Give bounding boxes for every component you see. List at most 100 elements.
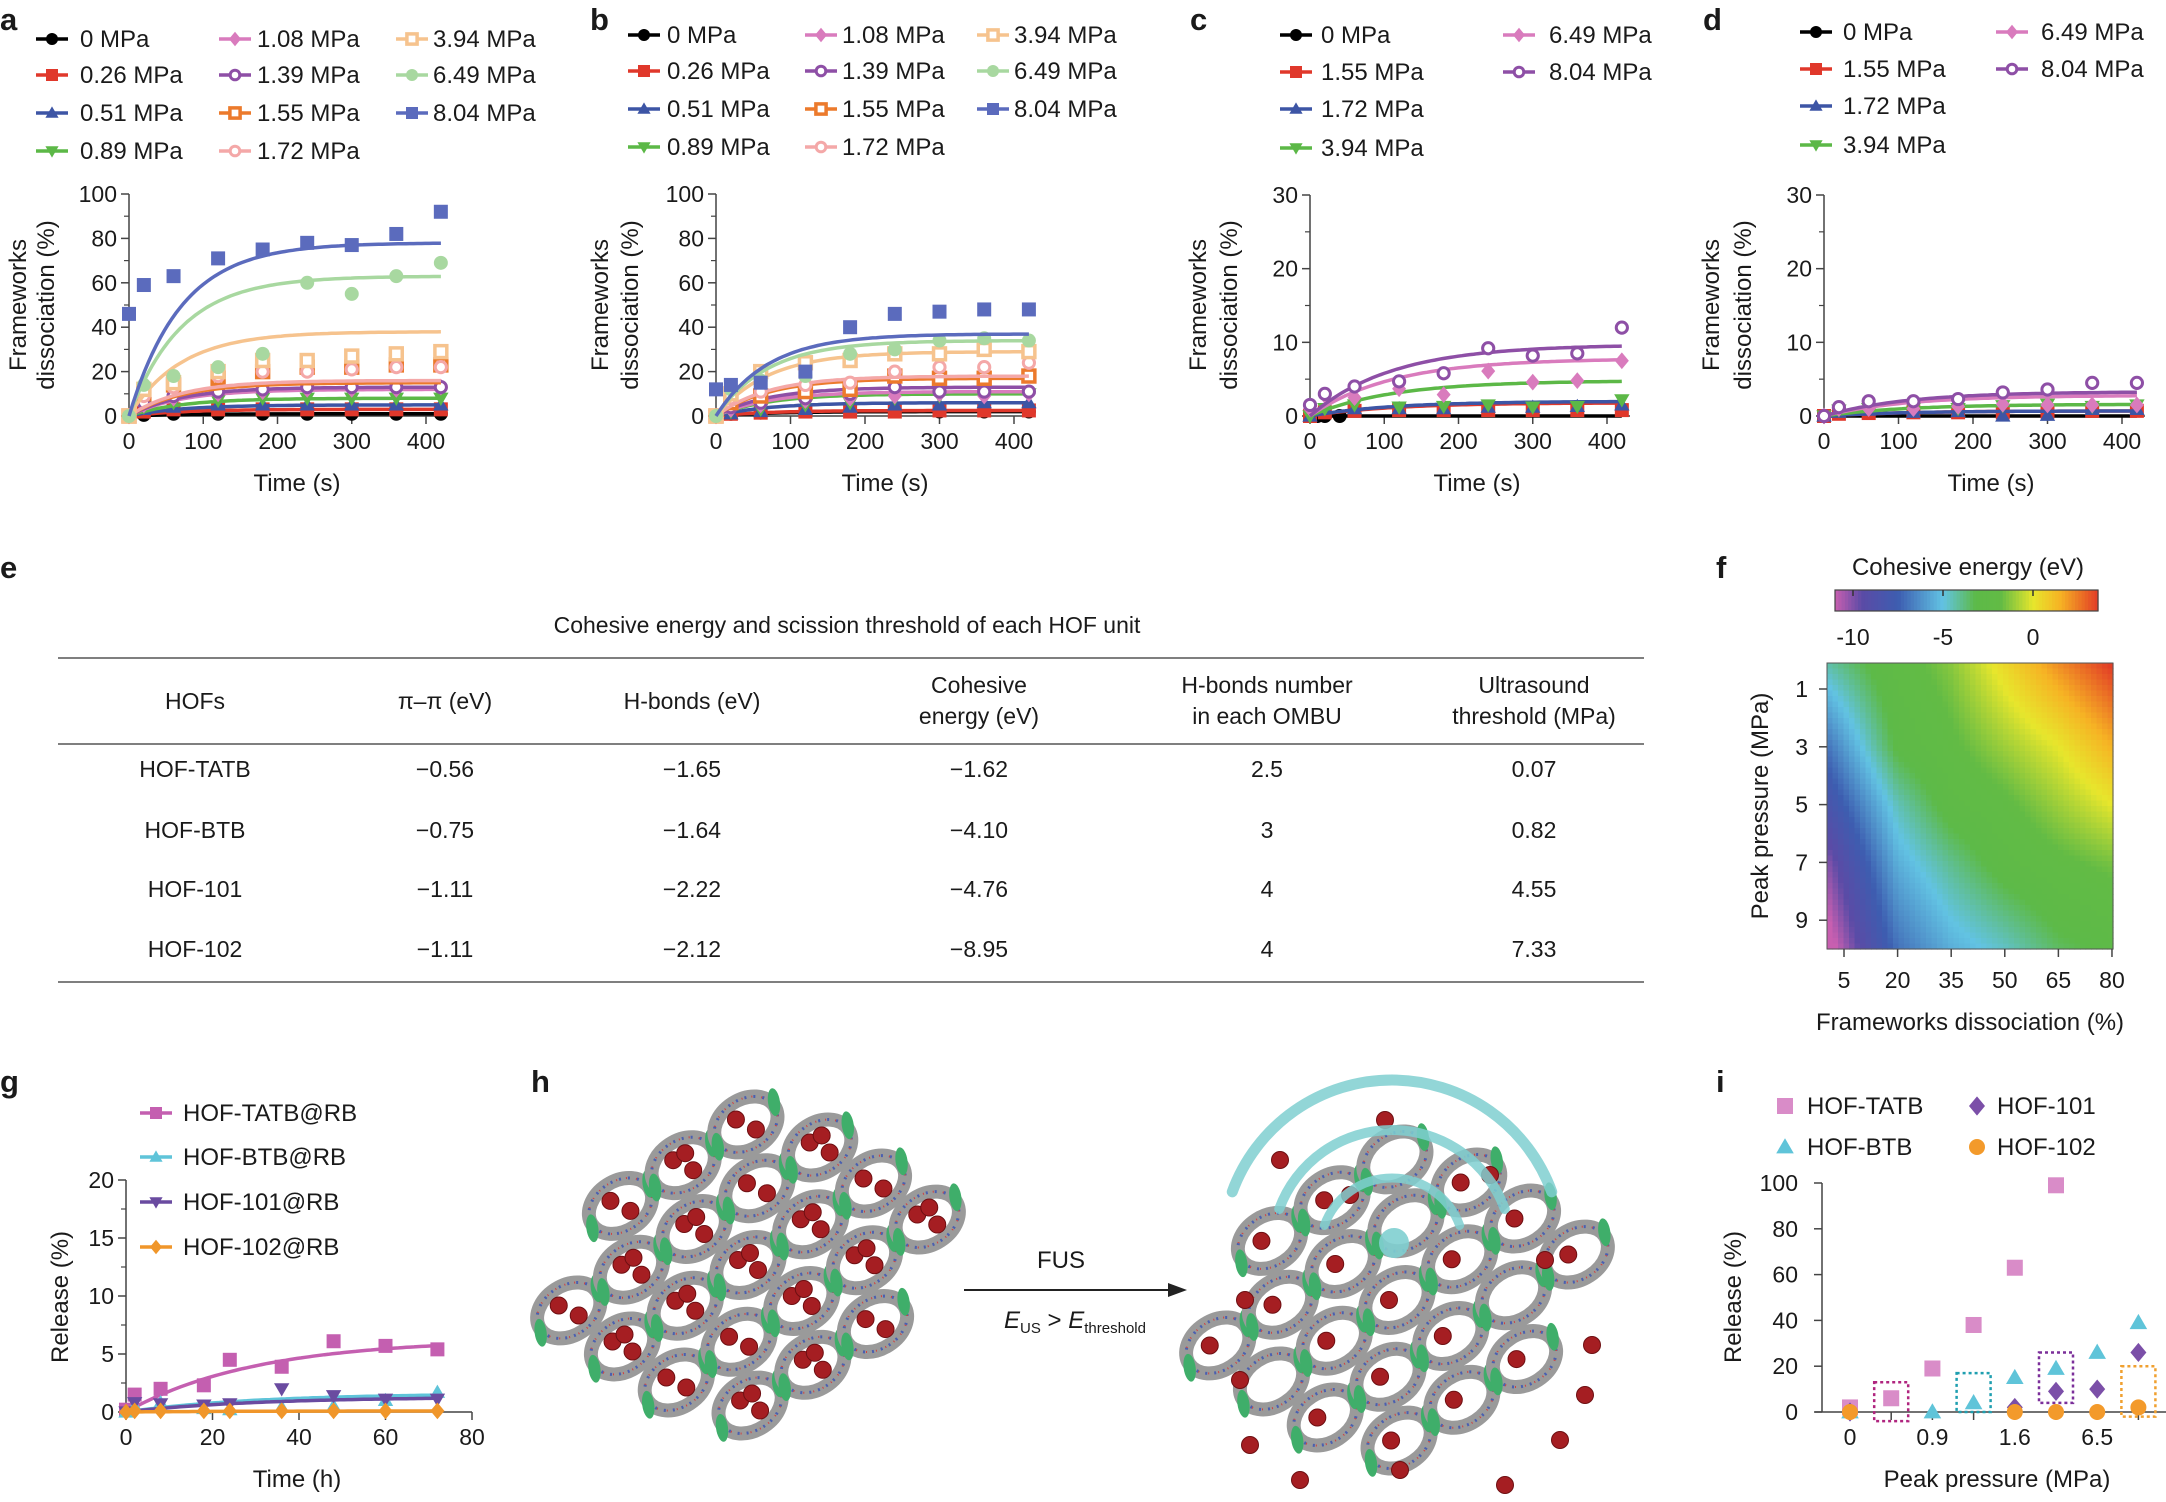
heatmap-cell [1997, 723, 2004, 730]
heatmap-cell [1942, 822, 1949, 829]
heatmap-cell [1849, 685, 1856, 692]
heatmap-cell [1843, 877, 1850, 884]
heatmap-cell [1827, 756, 1834, 763]
heatmap-cell [1931, 679, 1938, 686]
heatmap-cell [2052, 894, 2059, 901]
heatmap-cell [1843, 866, 1850, 873]
legend-marker [229, 31, 241, 47]
heatmap-cell [2096, 905, 2103, 912]
heatmap-cell [2014, 773, 2021, 780]
heatmap-cell [2107, 751, 2114, 758]
heatmap-cell [1882, 850, 1889, 857]
data-point [1831, 400, 1847, 415]
heatmap-cell [1953, 712, 1960, 719]
heatmap-cell [1953, 822, 1960, 829]
heatmap-cell [2069, 817, 2076, 824]
heatmap-cell [2052, 927, 2059, 934]
heatmap-cell [2107, 877, 2114, 884]
data-point [344, 238, 359, 253]
colorbar-swatch [1848, 590, 1853, 611]
heatmap-cell [2096, 778, 2103, 785]
heatmap-cell [2085, 734, 2092, 741]
y-axis-title: dissociation (%) [33, 220, 60, 389]
heatmap-cell [1838, 712, 1845, 719]
heatmap-cell [2058, 707, 2065, 714]
heatmap-cell [1997, 696, 2004, 703]
heatmap-cell [2080, 811, 2087, 818]
heatmap-cell [2096, 740, 2103, 747]
heatmap-cell [2014, 921, 2021, 928]
heatmap-cell [2069, 734, 2076, 741]
framework-blade [1299, 1349, 1313, 1377]
heatmap-cell [2036, 894, 2043, 901]
heatmap-cell [2058, 866, 2065, 873]
heatmap-cell [2019, 696, 2026, 703]
heatmap-cell [1887, 789, 1894, 796]
heatmap-cell [2074, 762, 2081, 769]
heatmap-cell [1959, 773, 1966, 780]
cargo-molecule [1496, 1476, 1514, 1494]
heatmap-cell [1832, 800, 1839, 807]
heatmap-cell [1975, 932, 1982, 939]
heatmap-cell [2047, 883, 2054, 890]
heatmap-cell [1997, 905, 2004, 912]
heatmap-cell [2047, 910, 2054, 917]
heatmap-cell [2102, 762, 2109, 769]
heatmap-cell [1986, 690, 1993, 697]
heatmap-cell [2102, 861, 2109, 868]
heatmap-cell [2085, 839, 2092, 846]
heatmap-cell [1827, 844, 1834, 851]
framework-blade [641, 1390, 655, 1419]
y-tick-label: 0 [1799, 403, 1812, 429]
heatmap-cell [2019, 718, 2026, 725]
heatmap-cell [1909, 910, 1916, 917]
heatmap-cell [2063, 833, 2070, 840]
heatmap-cell [2069, 740, 2076, 747]
heatmap-cell [1882, 723, 1889, 730]
table-header: H-bonds (eV) [624, 688, 761, 714]
framework-blade [897, 1287, 910, 1316]
heatmap-cell [1843, 855, 1850, 862]
legend-label: 1.55 MPa [1843, 56, 1946, 83]
heatmap-cell [2047, 844, 2054, 851]
heatmap-cell [1909, 872, 1916, 879]
heatmap-cell [1860, 778, 1867, 785]
heatmap-cell [1832, 899, 1839, 906]
heatmap-cell [1843, 734, 1850, 741]
heatmap-cell [1832, 773, 1839, 780]
heatmap-cell [2074, 910, 2081, 917]
heatmap-cell [1832, 894, 1839, 901]
heatmap-cell [2074, 784, 2081, 791]
heatmap-cell [2058, 855, 2065, 862]
framework-blade [659, 1237, 673, 1266]
heatmap-cell [1975, 690, 1982, 697]
heatmap-cell [2102, 756, 2109, 763]
heatmap-cell [2041, 839, 2048, 846]
heatmap-cell [1937, 811, 1944, 818]
heatmap-cell [1975, 789, 1982, 796]
data-point [2040, 382, 2055, 397]
heatmap-cell [1975, 855, 1982, 862]
heatmap-cell [1992, 850, 1999, 857]
heatmap-cell [2096, 723, 2103, 730]
fit-curve [1308, 344, 1622, 418]
heatmap-cell [1920, 663, 1927, 670]
heatmap-cell [1882, 806, 1889, 813]
heatmap-cell [2030, 806, 2037, 813]
heatmap-cell [2069, 899, 2076, 906]
legend-item: 8.04 MPa [1503, 59, 1652, 86]
heatmap-cell [1964, 938, 1971, 945]
heatmap-cell [1992, 789, 1999, 796]
heatmap-cell [1904, 740, 1911, 747]
heatmap-cell [2063, 800, 2070, 807]
heatmap-cell [1876, 685, 1883, 692]
heatmap-cell [1893, 690, 1900, 697]
heatmap-cell [1970, 712, 1977, 719]
data-point [388, 346, 405, 362]
heatmap-cell [1843, 938, 1850, 945]
heatmap-cell [2008, 800, 2015, 807]
framework-blade [597, 1278, 610, 1306]
heatmap-cell [2063, 784, 2070, 791]
heatmap-cell [2014, 833, 2021, 840]
